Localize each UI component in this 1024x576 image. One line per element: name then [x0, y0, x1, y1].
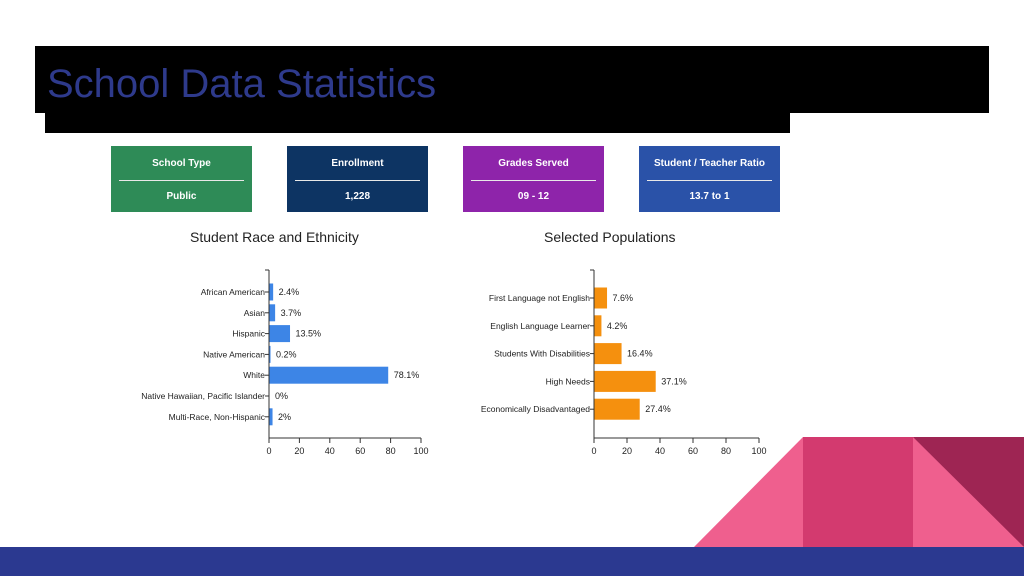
bar [269, 283, 274, 301]
data-label: 16.4% [627, 349, 653, 359]
category-label: White [243, 370, 265, 380]
x-tick-label: 0 [266, 446, 271, 456]
category-label: First Language not English [489, 293, 590, 303]
bar [269, 408, 273, 426]
category-label: High Needs [546, 376, 590, 386]
x-tick-label: 40 [655, 446, 665, 456]
data-label: 13.5% [296, 329, 322, 339]
card-divider [119, 180, 244, 181]
decor-magenta-square [803, 437, 913, 547]
student-teacher-ratio-label: Student / Teacher Ratio [654, 158, 765, 169]
data-label: 0.2% [276, 349, 297, 359]
data-label: 2% [278, 412, 291, 422]
card-divider [295, 180, 420, 181]
race-chart-title: Student Race and Ethnicity [190, 229, 359, 245]
bar [269, 304, 276, 322]
bar [594, 343, 622, 365]
student-teacher-ratio-value: 13.7 to 1 [689, 191, 730, 202]
enrollment-value: 1,228 [344, 191, 371, 202]
bar [594, 287, 608, 309]
title-underline-bar [45, 113, 790, 133]
category-label: Economically Disadvantaged [481, 404, 590, 414]
x-tick-label: 80 [386, 446, 396, 456]
school-type-value: Public [166, 191, 197, 202]
grades-served-value: 09 - 12 [517, 191, 550, 202]
category-label: Students With Disabilities [494, 349, 590, 359]
x-tick-label: 40 [325, 446, 335, 456]
slide-title: School Data Statistics [47, 62, 437, 106]
x-tick-label: 60 [688, 446, 698, 456]
data-label: 3.7% [281, 308, 302, 318]
race-bar-chart: 0 20 40 60 80 100 African American 2.4% Asian 3.7… [141, 269, 429, 456]
school-type-card: School Type Public [111, 146, 252, 212]
enrollment-card: Enrollment 1,228 [287, 146, 428, 212]
decor-pink-triangle [694, 437, 803, 547]
bar [594, 370, 656, 392]
x-tick-label: 0 [591, 446, 596, 456]
decor-light-pink-triangle [913, 437, 1024, 547]
populations-chart-title: Selected Populations [544, 229, 676, 245]
x-tick-label: 20 [622, 446, 632, 456]
data-label: 27.4% [645, 404, 671, 414]
category-label: African American [201, 287, 266, 297]
populations-bar-chart: 0 20 40 60 80 100 First Language not English 7.… [481, 269, 767, 456]
data-label: 7.6% [613, 293, 634, 303]
x-tick-label: 60 [355, 446, 365, 456]
grades-served-label: Grades Served [498, 158, 569, 169]
footer-bar [0, 547, 1024, 576]
card-divider [647, 180, 772, 181]
data-label: 0% [275, 391, 288, 401]
card-divider [471, 180, 596, 181]
category-label: Native American [203, 349, 265, 359]
category-label: Multi-Race, Non-Hispanic [169, 412, 266, 422]
bar [269, 325, 291, 343]
data-label: 2.4% [279, 287, 300, 297]
student-teacher-ratio-card: Student / Teacher Ratio 13.7 to 1 [639, 146, 780, 212]
data-label: 78.1% [394, 370, 420, 380]
category-label: Asian [244, 308, 266, 318]
school-type-label: School Type [152, 158, 211, 169]
x-tick-label: 100 [751, 446, 766, 456]
bar [594, 398, 640, 420]
category-label: Hispanic [232, 329, 265, 339]
enrollment-label: Enrollment [331, 158, 384, 169]
bar [269, 366, 389, 384]
grades-served-card: Grades Served 09 - 12 [463, 146, 604, 212]
data-label: 4.2% [607, 321, 628, 331]
x-tick-label: 100 [413, 446, 428, 456]
x-tick-label: 20 [294, 446, 304, 456]
bar [269, 345, 271, 363]
title-bar: School Data Statistics [35, 46, 989, 113]
x-tick-label: 80 [721, 446, 731, 456]
category-label: English Language Learner [490, 321, 590, 331]
data-label: 37.1% [661, 376, 687, 386]
bar [594, 315, 602, 337]
category-label: Native Hawaiian, Pacific Islander [141, 391, 265, 401]
